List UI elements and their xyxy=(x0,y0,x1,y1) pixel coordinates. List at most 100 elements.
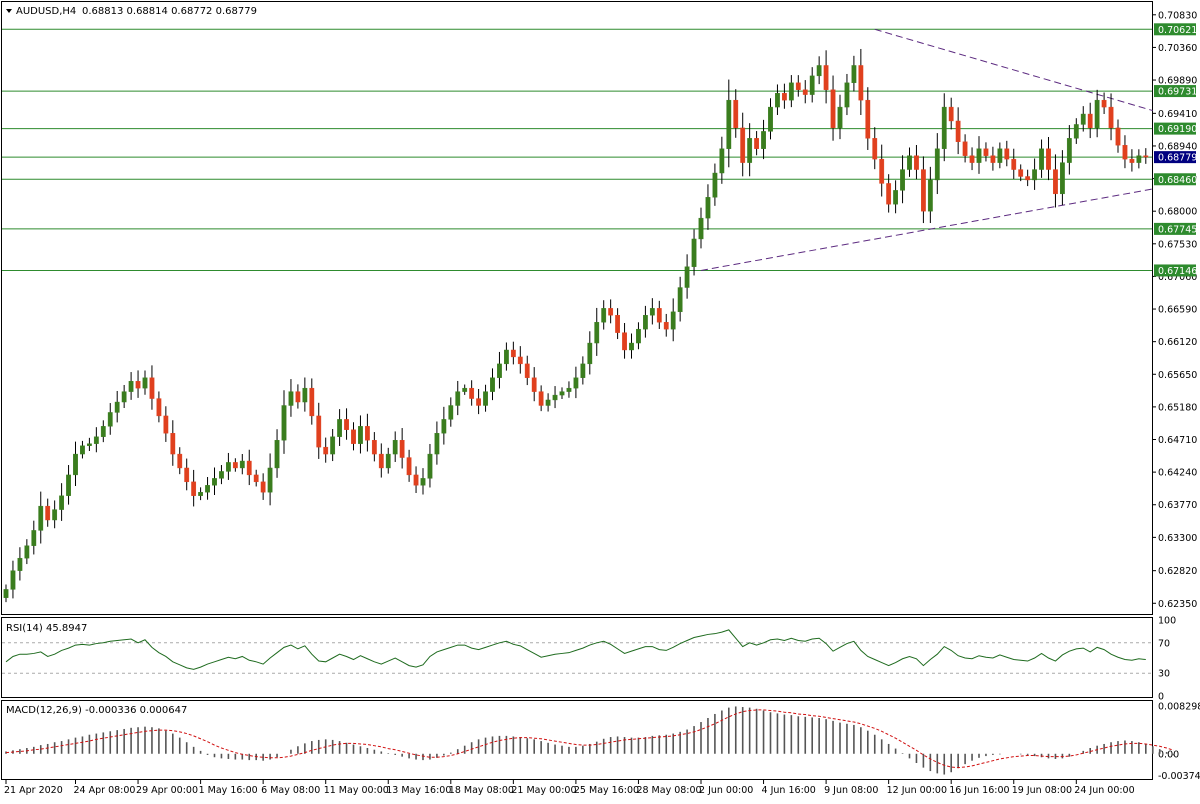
candle-body xyxy=(239,460,245,469)
candle-body xyxy=(1004,148,1010,160)
candle-body xyxy=(288,391,294,406)
candle-body xyxy=(934,148,940,181)
candle-body xyxy=(281,405,287,441)
candle-body xyxy=(1094,99,1100,129)
candle-body xyxy=(615,315,621,333)
level-badge: 0.68460 xyxy=(1158,175,1197,186)
candle-body xyxy=(851,65,857,84)
candle-body xyxy=(670,311,676,330)
candle-body xyxy=(768,106,773,132)
candle-body xyxy=(1129,158,1135,163)
candle-body xyxy=(163,415,169,434)
candle-body xyxy=(378,453,384,469)
price-tick-label: 0.65650 xyxy=(1158,370,1197,381)
level-badge: 0.67146 xyxy=(1158,266,1197,277)
candle-body xyxy=(295,391,301,403)
candle-body xyxy=(219,471,224,479)
candle-body xyxy=(775,93,780,108)
candle-body xyxy=(524,363,530,378)
candle-body xyxy=(316,415,322,448)
candle-body xyxy=(1039,148,1044,170)
price-tick-label: 0.63770 xyxy=(1158,500,1197,511)
candle-body xyxy=(649,308,655,316)
candle-body xyxy=(886,183,892,205)
candle-body xyxy=(921,169,926,212)
candle-body xyxy=(733,99,739,129)
symbol-label: AUDUSD,H4 xyxy=(16,6,76,17)
candle-body xyxy=(406,457,412,476)
candle-body xyxy=(712,172,718,198)
candle-body xyxy=(823,65,829,90)
macd-tick-label: 0.00 xyxy=(1158,749,1179,760)
candle-body xyxy=(782,93,787,101)
current-price-badge: 0.68779 xyxy=(1158,153,1197,164)
level-badge-bg xyxy=(1154,122,1196,135)
candle-body xyxy=(330,436,336,455)
price-tick-label: 0.70830 xyxy=(1158,10,1197,21)
candle-body xyxy=(1087,113,1093,129)
candle-body xyxy=(177,453,183,469)
candle-body xyxy=(45,505,51,521)
candle-body xyxy=(587,342,593,365)
trendlines xyxy=(700,28,1153,271)
candle-body xyxy=(622,332,627,351)
candle-body xyxy=(184,467,190,483)
candle-body xyxy=(73,453,78,476)
candle-body xyxy=(80,445,85,455)
candle-body xyxy=(107,412,113,427)
candle-body xyxy=(344,419,349,430)
candle-body xyxy=(1108,106,1114,129)
candle-body xyxy=(358,426,363,444)
candle-body xyxy=(802,89,808,95)
candle-body xyxy=(698,217,704,240)
candle-body xyxy=(427,453,433,479)
level-badges: 0.70621 0.69731 0.69190 0.68460 0.67745 0.671… xyxy=(1154,23,1197,277)
rsi-panel-frame xyxy=(1,617,1153,698)
candle-body xyxy=(246,460,252,476)
symbol-dropdown-icon[interactable] xyxy=(6,9,12,13)
candle-body xyxy=(788,82,794,101)
time-tick-label: 24 Jun 00:00 xyxy=(1074,785,1134,796)
current-price-badge-bg xyxy=(1154,151,1196,164)
rsi-line xyxy=(5,629,1146,670)
time-tick-label: 1 May 16:00 xyxy=(199,785,258,796)
candle-body xyxy=(816,65,822,77)
time-tick-label: 13 May 16:00 xyxy=(386,785,451,796)
trendline xyxy=(874,28,1153,112)
price-tick-label: 0.64240 xyxy=(1158,468,1197,479)
candle-body xyxy=(983,148,989,156)
candle-body xyxy=(469,387,475,399)
candle-body xyxy=(809,75,815,95)
time-tick-label: 21 Apr 2020 xyxy=(4,785,63,796)
candle-body xyxy=(900,169,905,191)
candle-body xyxy=(566,387,572,392)
price-tick-label: 0.70360 xyxy=(1158,43,1197,54)
candle-body xyxy=(31,530,37,546)
price-tick-label: 0.68000 xyxy=(1158,207,1197,218)
candle-body xyxy=(212,478,217,486)
candle-body xyxy=(1122,145,1128,160)
candle-body xyxy=(594,322,600,344)
candle-body xyxy=(490,377,495,392)
candle-body xyxy=(66,474,71,496)
level-badge: 0.67745 xyxy=(1158,224,1197,235)
candle-body xyxy=(531,377,537,392)
candle-body xyxy=(504,349,509,365)
candle-body xyxy=(441,419,447,434)
candle-body xyxy=(100,426,106,437)
candle-body xyxy=(636,328,641,344)
time-tick-label: 21 May 00:00 xyxy=(511,785,576,796)
candle-body xyxy=(1101,99,1107,108)
price-tick-label: 0.65180 xyxy=(1158,402,1197,413)
candle-body xyxy=(135,381,141,389)
candle-body xyxy=(1059,162,1065,195)
rsi-tick-label: 100 xyxy=(1158,616,1176,627)
horizontal-levels xyxy=(2,28,1152,271)
candle-body xyxy=(927,179,933,212)
candle-body xyxy=(253,474,259,483)
candle-body xyxy=(274,440,280,469)
rsi-panel: 100 70 30 0 xyxy=(2,616,1176,703)
macd-panel-frame xyxy=(1,700,1153,780)
